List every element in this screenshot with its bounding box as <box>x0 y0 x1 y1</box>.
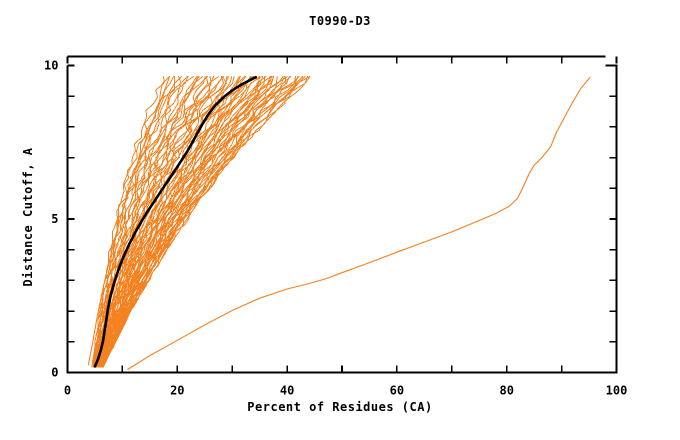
x-tick-label: 100 <box>606 384 628 398</box>
page-title: T0990-D3 <box>309 14 371 28</box>
series-reference-model <box>93 75 258 368</box>
ensemble-curve <box>93 76 189 368</box>
y-axis-label: Distance Cutoff, A <box>21 147 35 287</box>
ensemble-curve <box>100 76 284 368</box>
ensemble-curve <box>100 76 300 368</box>
x-tick-label: 80 <box>499 384 513 398</box>
ensemble-curve <box>102 76 306 368</box>
x-axis-label: Percent of Residues (CA) <box>247 400 433 414</box>
ensemble-curve <box>97 76 252 368</box>
y-tick-label: 0 <box>51 366 58 380</box>
series-outlier-steep-left <box>87 77 170 366</box>
ensemble-curve <box>91 76 171 368</box>
x-tick-label: 20 <box>170 384 184 398</box>
ensemble-curve <box>93 76 182 368</box>
ensemble-curves <box>91 76 311 368</box>
ensemble-curve <box>99 76 264 368</box>
x-tick-label: 40 <box>280 384 294 398</box>
ensemble-curve <box>102 76 311 368</box>
ensemble-curve <box>97 76 246 368</box>
y-tick-label: 10 <box>44 59 58 73</box>
plot-frame <box>66 55 618 374</box>
ensemble-curve <box>99 76 272 368</box>
axis-frame <box>66 55 618 374</box>
x-tick-label: 0 <box>64 384 71 398</box>
x-tick-label: 60 <box>390 384 404 398</box>
series-outlier-shallow <box>127 76 591 370</box>
axis-ticks: 0 20 40 60 80 100 0 5 10 <box>44 56 628 398</box>
named-series <box>87 75 591 370</box>
ensemble-curve <box>94 76 188 368</box>
ensemble-curve <box>101 76 299 368</box>
y-tick-label: 5 <box>51 212 58 226</box>
